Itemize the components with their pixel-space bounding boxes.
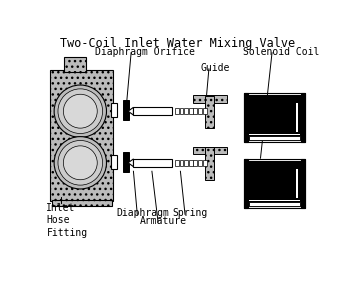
Polygon shape [128,159,134,167]
Bar [198,160,202,166]
Bar [205,147,214,180]
Text: Spring: Spring [172,208,207,218]
Bar [249,200,300,201]
Bar [124,152,129,172]
Bar [189,108,193,114]
Bar [184,160,188,166]
Circle shape [58,89,103,134]
Bar [175,108,179,114]
Bar [244,93,305,142]
Bar [205,96,214,128]
Circle shape [54,85,107,137]
Bar [296,103,298,132]
Bar [203,108,207,114]
Circle shape [63,146,97,180]
Circle shape [58,141,103,185]
Bar [180,108,183,114]
Bar [301,159,305,208]
Bar [244,159,248,208]
Bar [193,160,197,166]
Bar [50,70,113,201]
Bar [249,134,300,135]
Bar [134,159,172,167]
Text: Guide: Guide [200,63,230,73]
Bar [111,103,117,117]
Bar [249,202,300,206]
Bar [301,93,305,142]
Bar [248,95,301,140]
Bar [203,160,207,166]
Polygon shape [128,107,134,115]
Bar [248,161,301,206]
Bar [193,95,227,103]
Bar [180,160,183,166]
Bar [184,108,188,114]
Bar [52,200,112,206]
Bar [64,56,86,72]
Bar [134,107,172,115]
Bar [296,169,298,198]
Circle shape [63,94,97,128]
Text: Diaphragm Orifice: Diaphragm Orifice [95,46,195,56]
Bar [249,136,300,140]
Bar [124,100,129,121]
Bar [189,160,193,166]
Circle shape [54,137,107,189]
Text: Inlet
Hose
Fitting: Inlet Hose Fitting [46,203,88,238]
Bar [198,108,202,114]
Text: Armature: Armature [140,216,187,226]
Bar [244,159,305,208]
Bar [193,108,197,114]
Bar [111,155,117,169]
Text: Solenoid Coil: Solenoid Coil [243,46,319,56]
Text: Diaphragm: Diaphragm [116,208,169,218]
Text: Two-Coil Inlet Water Mixing Valve: Two-Coil Inlet Water Mixing Valve [60,37,295,50]
Bar [175,160,179,166]
Bar [244,93,248,142]
Bar [193,146,227,154]
